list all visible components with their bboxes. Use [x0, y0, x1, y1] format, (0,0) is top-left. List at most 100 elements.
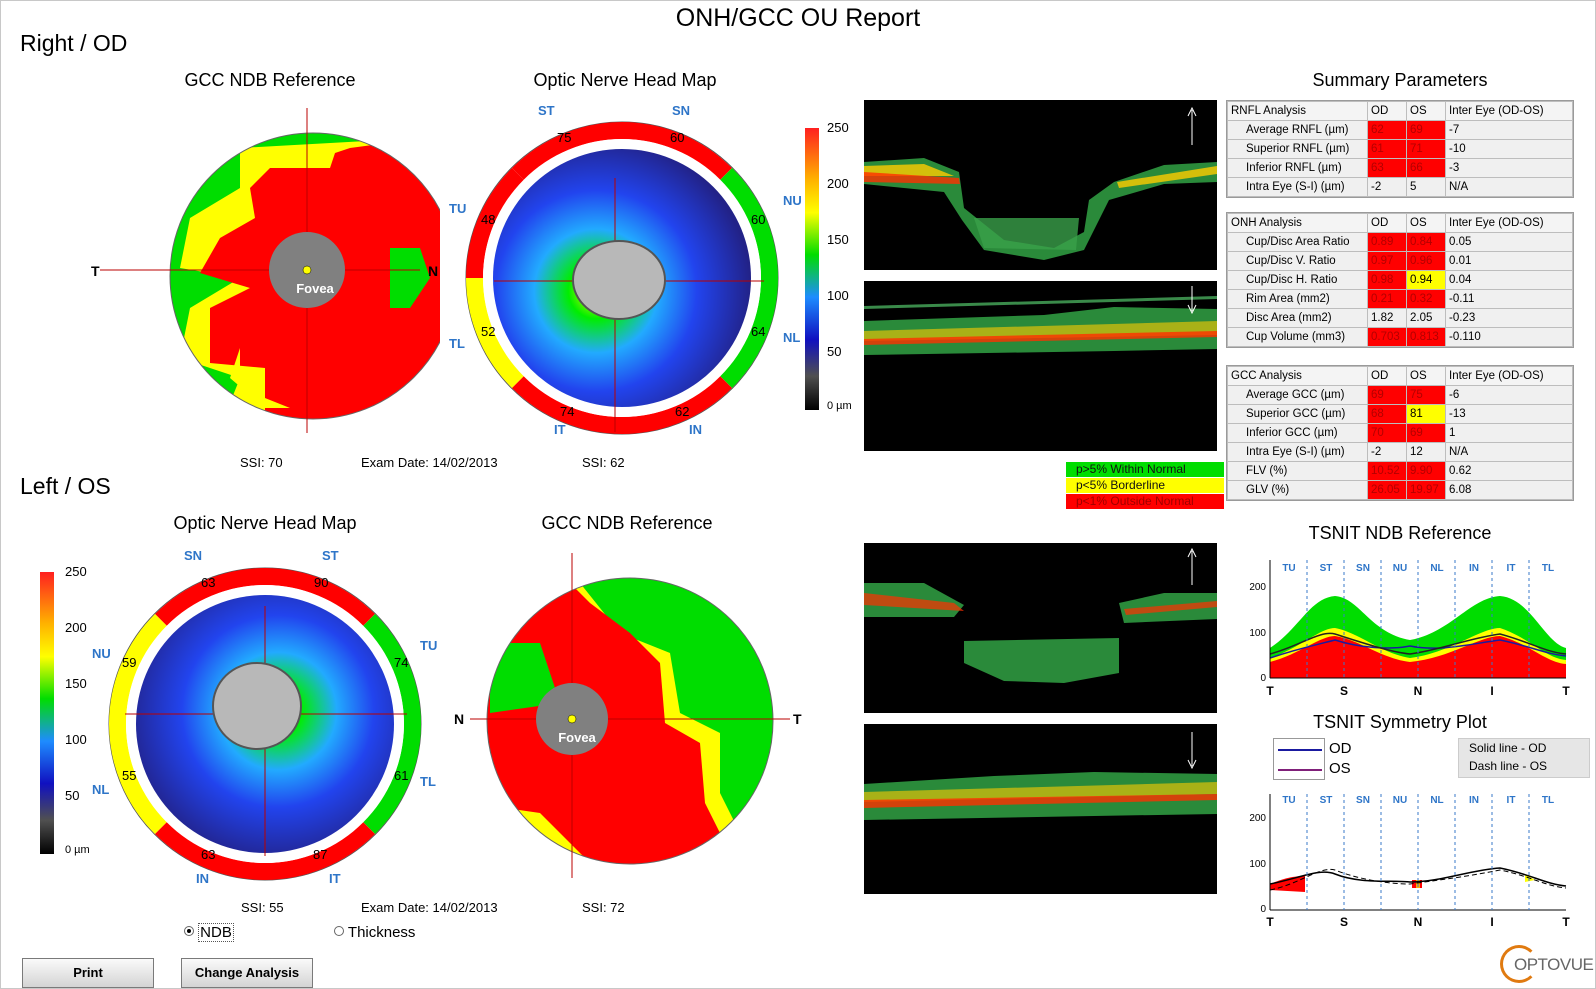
tsnit-sym-legend	[1273, 738, 1325, 780]
od-oct-scan-horizontal	[864, 281, 1217, 451]
tsnit-ndb-y-label: 0	[1260, 673, 1266, 684]
od-gcc-ssi: SSI: 70	[240, 455, 283, 470]
os-exam-date: Exam Date: 14/02/2013	[361, 900, 498, 915]
tsnit-sym-y-label: 200	[1249, 813, 1266, 824]
rnfl-header-cell: OD	[1367, 101, 1407, 121]
os-gcc-map	[470, 553, 790, 878]
gcc-row: GLV (%) 26.05 19.97 6.08	[1227, 480, 1573, 500]
gcc-row: FLV (%) 10.52 9.90 0.62	[1227, 461, 1573, 481]
tsnit-sym-sector-label: ST	[1319, 795, 1333, 806]
onh-cell: -0.23	[1445, 308, 1573, 328]
rnfl-header-cell: Inter Eye (OD-OS)	[1445, 101, 1573, 121]
os-value-in: 63	[201, 847, 216, 862]
rnfl-analysis-table: RNFL Analysis OD OS Inter Eye (OD-OS) Averag…	[1226, 100, 1574, 198]
thickness-radio[interactable]: Thickness	[334, 924, 415, 941]
gcc-row: Average GCC (µm) 69 75 -6	[1227, 385, 1573, 405]
onh-cell: 0.04	[1445, 270, 1573, 290]
tsnit-ndb-sector-label: NL	[1430, 563, 1444, 574]
onh-cell: 1.82	[1367, 308, 1407, 328]
os-gcc-t: T	[793, 711, 802, 727]
onh-cell: 0.32	[1406, 289, 1446, 309]
rnfl-cell: 69	[1406, 120, 1446, 140]
od-scale-100: 100	[827, 288, 849, 303]
tsnit-ndb-sector-label: NU	[1392, 563, 1408, 574]
report-title: ONH/GCC OU Report	[675, 4, 921, 32]
tsnit-ndb-x-label: N	[1413, 684, 1423, 698]
summary-title: Summary Parameters	[1312, 70, 1488, 90]
rnfl-cell: 62	[1367, 120, 1407, 140]
tsnit-ndb-sector-label: TU	[1282, 563, 1296, 574]
os-scale-200: 200	[65, 620, 87, 635]
onh-header-cell: OD	[1367, 213, 1407, 233]
thickness-radio-label: Thickness	[347, 924, 416, 941]
gcc-cell: FLV (%)	[1227, 461, 1368, 481]
os-oct-scan-horizontal	[864, 724, 1217, 894]
od-sector-in: IN	[689, 422, 702, 437]
onh-row: Cup Volume (mm3) 0.703 0.813 -0.110	[1227, 327, 1573, 347]
tsnit-sym-chart	[1269, 794, 1567, 911]
gcc-cell: Intra Eye (S-I) (µm)	[1227, 442, 1368, 462]
os-onh-map	[108, 567, 422, 881]
os-sector-nu: NU	[92, 646, 111, 661]
os-scale-50: 50	[65, 788, 80, 803]
gcc-analysis-table: GCC Analysis OD OS Inter Eye (OD-OS) Average…	[1226, 365, 1574, 501]
rnfl-cell: Inferior RNFL (µm)	[1227, 158, 1368, 178]
onh-cell: Cup/Disc V. Ratio	[1227, 251, 1368, 271]
od-scale-250: 250	[827, 120, 849, 135]
gcc-header-cell: GCC Analysis	[1227, 366, 1368, 386]
tsnit-ndb-y-label: 100	[1249, 628, 1266, 639]
os-line-swatch	[1278, 769, 1322, 771]
onh-cell: 0.97	[1367, 251, 1407, 271]
ndb-radio-button[interactable]	[184, 926, 194, 936]
onh-cell: 0.84	[1406, 232, 1446, 252]
os-sector-it: IT	[329, 871, 341, 886]
tsnit-sym-x-label: T	[1562, 915, 1570, 929]
rnfl-cell: Average RNFL (µm)	[1227, 120, 1368, 140]
rnfl-cell: -10	[1445, 139, 1573, 159]
tsnit-sym-sector-label: NU	[1392, 795, 1408, 806]
tsnit-sym-sector-label: IT	[1506, 795, 1516, 806]
onh-cell: Rim Area (mm2)	[1227, 289, 1368, 309]
os-fovea-label: Fovea	[558, 730, 596, 745]
gcc-cell: 6.08	[1445, 480, 1573, 500]
gcc-row: Superior GCC (µm) 68 81 -13	[1227, 404, 1573, 424]
tsnit-ndb-x-label: T	[1562, 684, 1570, 698]
onh-cell: -0.110	[1445, 327, 1573, 347]
onh-header-row: ONH Analysis OD OS Inter Eye (OD-OS)	[1227, 213, 1573, 233]
gcc-cell: -6	[1445, 385, 1573, 405]
od-line-swatch	[1278, 749, 1322, 751]
os-sector-tu: TU	[420, 638, 438, 653]
od-scale-150: 150	[827, 232, 849, 247]
onh-cell: 0.01	[1445, 251, 1573, 271]
od-onh-title: Optic Nerve Head Map	[533, 70, 717, 90]
tsnit-sym-os: OS	[1329, 760, 1351, 777]
gcc-cell: 69	[1367, 385, 1407, 405]
legend-within-normal: p>5% Within Normal	[1066, 462, 1224, 477]
os-thickness-scale	[40, 572, 54, 854]
tsnit-ndb-title: TSNIT NDB Reference	[1308, 523, 1492, 543]
od-sector-tl: TL	[449, 336, 465, 351]
gcc-row: Inferior GCC (µm) 70 69 1	[1227, 423, 1573, 443]
gcc-cell: 68	[1367, 404, 1407, 424]
rnfl-cell: -3	[1445, 158, 1573, 178]
od-sector-sn: SN	[672, 103, 691, 118]
gcc-cell: 69	[1406, 423, 1446, 443]
change-analysis-button[interactable]: Change Analysis	[181, 958, 313, 988]
os-oct-scan-vertical	[864, 543, 1217, 713]
onh-cell: 0.05	[1445, 232, 1573, 252]
od-value-st: 75	[557, 130, 572, 145]
ndb-radio[interactable]: NDB	[184, 923, 234, 942]
optovue-logo-text: OPTOVUE	[1514, 955, 1594, 974]
tsnit-sym-sector-label: NL	[1430, 795, 1444, 806]
gcc-cell: 1	[1445, 423, 1573, 443]
thickness-radio-button[interactable]	[334, 926, 344, 936]
gcc-header-cell: OS	[1406, 366, 1446, 386]
gcc-cell: 9.90	[1406, 461, 1446, 481]
optovue-logo-icon	[1500, 945, 1538, 983]
od-fovea-label: Fovea	[296, 281, 334, 296]
od-thickness-scale	[805, 128, 819, 410]
print-button[interactable]: Print	[22, 958, 154, 988]
onh-cell: 2.05	[1406, 308, 1446, 328]
right-eye-label: Right / OD	[20, 30, 128, 56]
od-sector-tu: TU	[449, 201, 467, 216]
